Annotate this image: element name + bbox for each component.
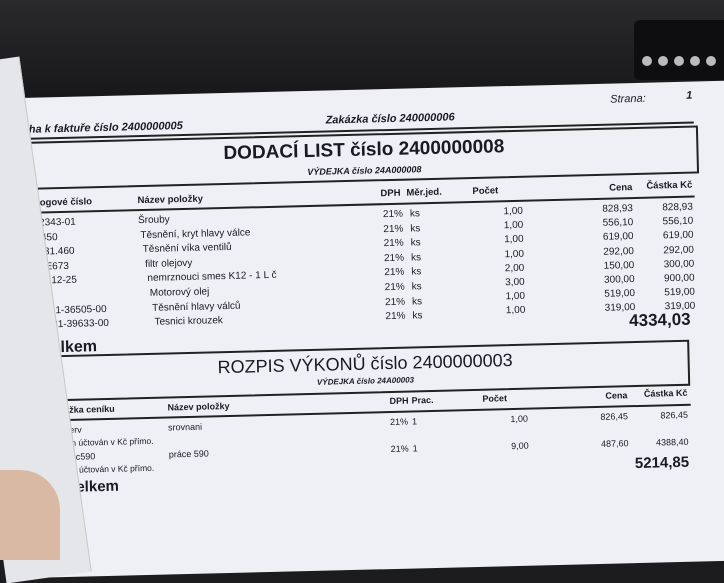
cell-qty: 1,00: [505, 290, 526, 303]
cell-amount: 519,00: [664, 286, 696, 299]
cell-qty: 2,00: [504, 262, 525, 275]
cell-vat: 21%: [389, 416, 409, 428]
cell-price: 487,60: [600, 438, 629, 449]
cell-work: 1: [412, 443, 418, 454]
cell-work: 1: [411, 416, 418, 427]
cell-amount: 619,00: [662, 229, 694, 242]
cell-name: Těsnění, kryt hlavy válce: [140, 227, 251, 241]
cell-qty: 1,00: [504, 248, 525, 260]
cell-unit: ks: [411, 281, 422, 293]
cell-name: Motorový olej: [149, 286, 210, 299]
cell-price: 519,00: [604, 288, 636, 300]
delivery-total: 4334,03: [628, 309, 691, 331]
cell-price: 828,93: [602, 203, 634, 215]
column-header: DPH: [380, 188, 401, 200]
cell-name: nemrznouci smes K12 - 1 L č: [147, 270, 277, 285]
column-header: DPH: [389, 395, 409, 407]
cell-qty: 1,00: [503, 205, 524, 218]
column-header: Měr.jed.: [406, 186, 442, 199]
column-header: Název položky: [137, 193, 204, 206]
cell-amount: 828,93: [662, 201, 694, 214]
cell-vat: 21%: [383, 223, 404, 235]
cell-amount: 556,10: [662, 215, 694, 228]
cell-amount: 4388,40: [655, 436, 689, 448]
column-header: Prac.: [411, 395, 434, 406]
cell-unit: ks: [411, 295, 423, 308]
cell-qty: 1,00: [510, 413, 529, 425]
hand: [0, 470, 60, 560]
cell-unit: ks: [410, 252, 422, 264]
car-controls: [634, 20, 724, 80]
services-total: 5214,85: [634, 453, 690, 473]
cell-amount: 826,45: [660, 409, 689, 421]
cell-vat: 21%: [384, 267, 405, 279]
cell-unit: ks: [410, 237, 421, 249]
cell-vat: 21%: [384, 281, 405, 294]
cell-amount: 900,00: [663, 272, 695, 285]
order-reference: Zakázka číslo 240000006: [325, 111, 455, 127]
cell-qty: 3,00: [505, 276, 525, 289]
invoice-reference: ha k faktuře číslo 2400000005: [28, 120, 183, 136]
document-page: ha k faktuře číslo 2400000005 Zakázka čí…: [14, 80, 724, 578]
column-header: Počet: [472, 185, 499, 197]
cell-qty: 1,00: [505, 305, 526, 317]
column-header: Cena: [608, 181, 633, 194]
cell-price: 826,45: [600, 411, 629, 422]
column-header: Částka Kč: [646, 179, 693, 192]
cell-price: 556,10: [602, 217, 634, 229]
cell-qty: 9,00: [510, 440, 529, 452]
cell-vat: 21%: [383, 252, 405, 264]
cell-unit: ks: [410, 222, 421, 235]
cell-vat: 21%: [384, 296, 406, 308]
column-header: Částka Kč: [643, 387, 688, 400]
column-header: Cena: [605, 389, 628, 401]
cell-name: Šrouby: [137, 214, 170, 227]
cell-price: 150,00: [603, 259, 635, 272]
cell-vat: 21%: [383, 237, 404, 250]
cell-price: 292,00: [603, 245, 635, 258]
cell-name: Tesnici krouzek: [154, 315, 223, 328]
page-label: Strana:: [610, 92, 646, 106]
cell-amount: 292,00: [663, 244, 695, 256]
cell-name: Těsnění víka ventilů: [142, 242, 232, 256]
cell-name: filtr olejovy: [144, 257, 193, 270]
column-header: Název položky: [167, 400, 230, 413]
column-header: Počet: [482, 392, 508, 404]
cell-price: 619,00: [602, 231, 634, 244]
cell-unit: ks: [409, 208, 421, 220]
cell-qty: 1,00: [503, 219, 524, 232]
cell-name: práce 590: [168, 448, 209, 460]
cell-unit: ks: [411, 266, 422, 278]
cell-vat: 21%: [382, 208, 404, 221]
cell-unit: ks: [412, 310, 423, 322]
cell-name: Těsnění hlavy válců: [152, 300, 241, 314]
cell-vat: 21%: [385, 310, 406, 323]
cell-vat: 21%: [390, 443, 409, 455]
page-number: 1: [685, 89, 693, 102]
cell-amount: 300,00: [663, 258, 695, 271]
cell-price: 300,00: [603, 274, 635, 286]
cell-qty: 1,00: [504, 234, 524, 246]
cell-name: srovnani: [167, 421, 203, 433]
